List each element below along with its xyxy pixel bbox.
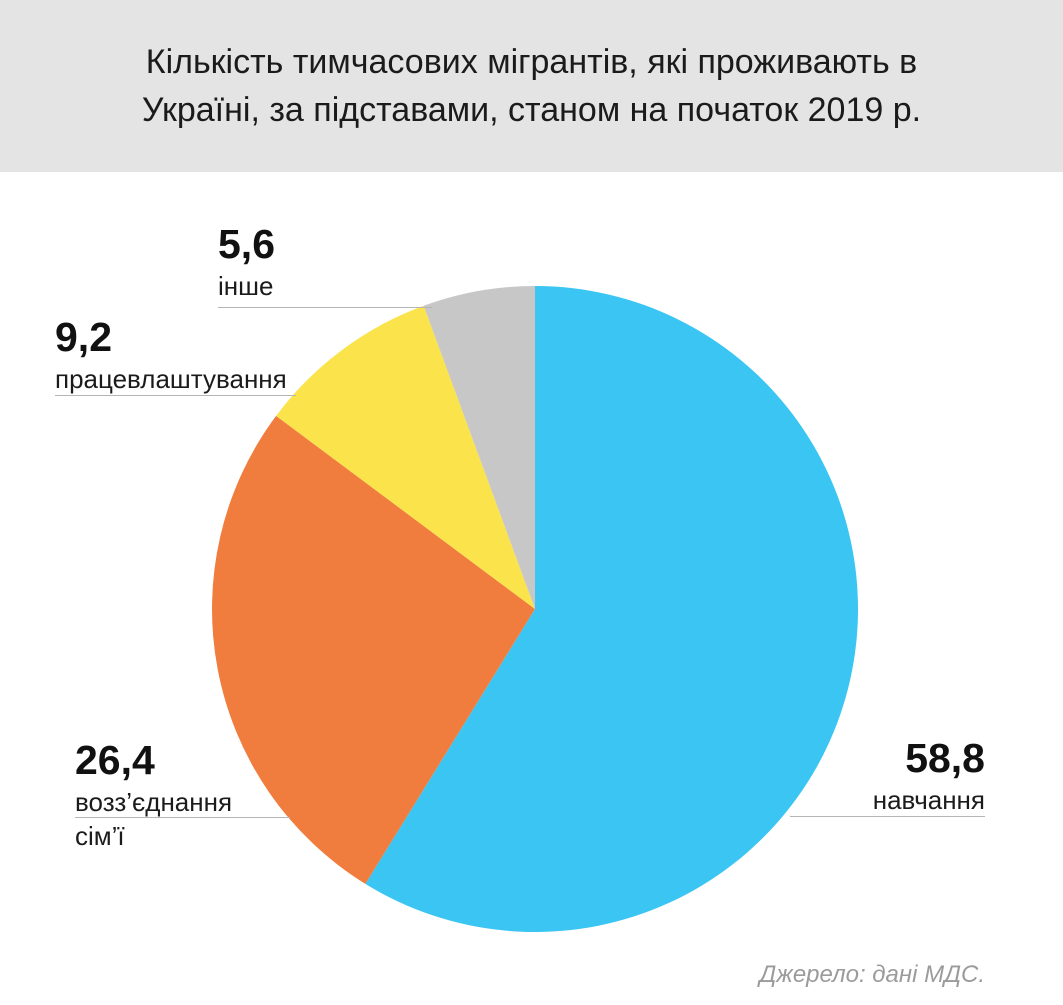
- pie-value: 5,6: [218, 221, 275, 267]
- leader-line-navchannia: [790, 816, 985, 817]
- pie-slice-2: [276, 305, 535, 609]
- leader-line-inshe: [218, 307, 432, 308]
- pie-slice-1: [212, 415, 536, 884]
- leader-line-pratsevlashtuvannia: [55, 395, 296, 396]
- pie-value: 26,4: [75, 737, 155, 783]
- pie-chart: [212, 286, 858, 932]
- pie-category: навчання: [872, 785, 985, 816]
- pie-value: 58,8: [905, 735, 985, 781]
- leader-line-vozziednannia: [75, 817, 290, 818]
- pie-label-navchannia: 58,8 навчання: [873, 736, 985, 817]
- pie-category: працевлаштування: [55, 364, 287, 395]
- pie-value: 9,2: [55, 314, 112, 360]
- source-note: Джерело: дані МДС.: [759, 961, 985, 988]
- title-band: Кількість тимчасових мігрантів, які прож…: [0, 0, 1063, 172]
- pie-label-pratsevlashtuvannia: 9,2 працевлаштування: [55, 315, 287, 396]
- pie-label-vozziednannia: 26,4 возз’єднання сім’ї: [75, 738, 270, 853]
- pie-category: інше: [218, 271, 274, 302]
- pie-category: возз’єднання сім’ї: [75, 787, 233, 852]
- chart-title: Кількість тимчасових мігрантів, які прож…: [141, 43, 922, 129]
- pie-slice-0: [365, 286, 858, 932]
- pie-label-inshe: 5,6 інше: [218, 222, 275, 303]
- chart-area: 5,6 інше 9,2 працевлаштування 26,4 возз’…: [0, 172, 1063, 1005]
- pie-slice-3: [423, 286, 535, 609]
